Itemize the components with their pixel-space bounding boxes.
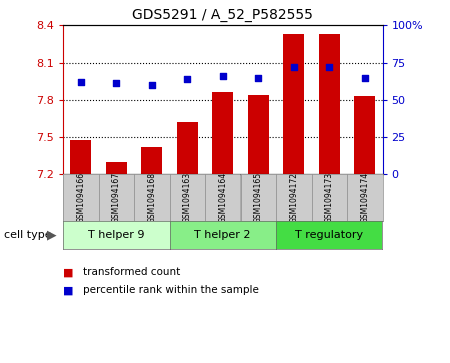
Text: GSM1094173: GSM1094173 xyxy=(325,172,334,223)
Text: percentile rank within the sample: percentile rank within the sample xyxy=(83,285,259,295)
Point xyxy=(361,75,369,81)
Text: T regulatory: T regulatory xyxy=(295,230,363,240)
Text: GSM1094167: GSM1094167 xyxy=(112,172,121,223)
Text: ▶: ▶ xyxy=(47,229,57,241)
Text: GSM1094165: GSM1094165 xyxy=(254,172,263,223)
Title: GDS5291 / A_52_P582555: GDS5291 / A_52_P582555 xyxy=(132,8,313,22)
Point xyxy=(148,82,155,88)
Text: transformed count: transformed count xyxy=(83,267,180,277)
Text: T helper 9: T helper 9 xyxy=(88,230,144,240)
Text: GSM1094174: GSM1094174 xyxy=(360,172,369,223)
Bar xyxy=(176,122,198,174)
Bar xyxy=(141,147,162,174)
Text: GSM1094164: GSM1094164 xyxy=(218,172,227,223)
Point xyxy=(77,79,84,85)
Text: ■: ■ xyxy=(63,267,73,277)
Text: GSM1094163: GSM1094163 xyxy=(183,172,192,223)
Bar xyxy=(212,93,234,174)
Bar xyxy=(319,34,340,174)
Text: cell type: cell type xyxy=(4,230,52,240)
Bar xyxy=(354,96,375,174)
Bar xyxy=(106,162,127,174)
Point xyxy=(112,81,120,86)
Text: GSM1094166: GSM1094166 xyxy=(76,172,85,223)
Point xyxy=(184,76,191,82)
Text: GSM1094168: GSM1094168 xyxy=(147,172,156,223)
Text: GSM1094172: GSM1094172 xyxy=(289,172,298,223)
Point xyxy=(219,73,226,79)
Bar xyxy=(283,34,304,174)
Point xyxy=(255,75,262,81)
Text: ■: ■ xyxy=(63,285,73,295)
Point xyxy=(290,64,297,70)
Bar xyxy=(248,95,269,174)
Bar xyxy=(70,139,91,174)
Text: T helper 2: T helper 2 xyxy=(194,230,251,240)
Point xyxy=(326,64,333,70)
